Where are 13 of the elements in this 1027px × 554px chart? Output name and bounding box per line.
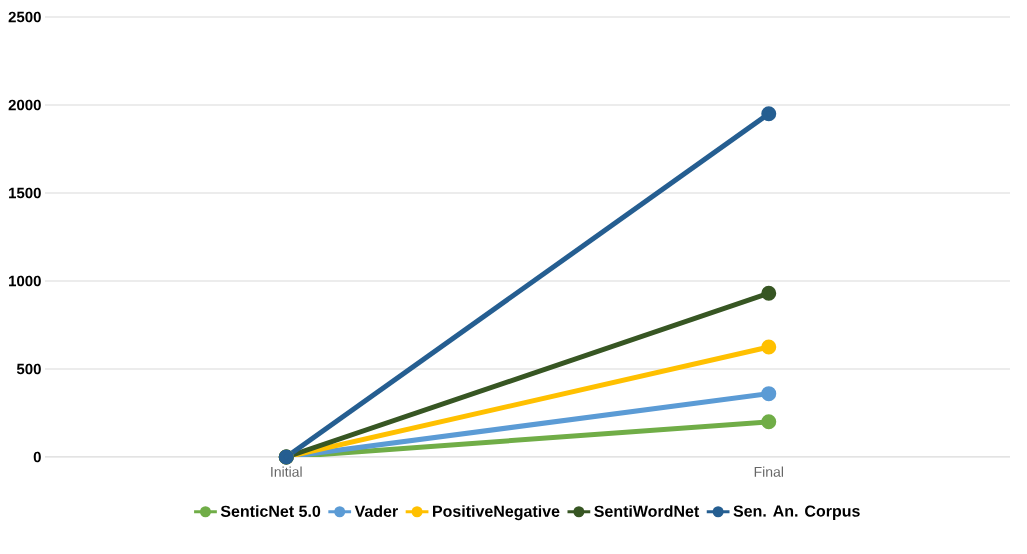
- y-tick-label: 500: [16, 363, 41, 375]
- y-tick-label: 1000: [9, 275, 41, 287]
- legend-label: PositiveNegative: [433, 505, 560, 521]
- x-tick-label: Initial: [271, 466, 302, 477]
- legend-label: SenticNet 5.0: [220, 505, 321, 517]
- y-tick-label: 0: [33, 451, 41, 463]
- y-tick-label: 1500: [9, 187, 41, 199]
- legend-label: Vader: [354, 505, 398, 517]
- legend-label: SentiWordNet: [594, 505, 700, 517]
- legend-label: Sen. An. Corpus: [733, 505, 860, 520]
- x-tick-label: Final: [754, 466, 783, 477]
- y-tick-label: 2500: [8, 11, 41, 23]
- y-tick-label: 2000: [8, 99, 41, 111]
